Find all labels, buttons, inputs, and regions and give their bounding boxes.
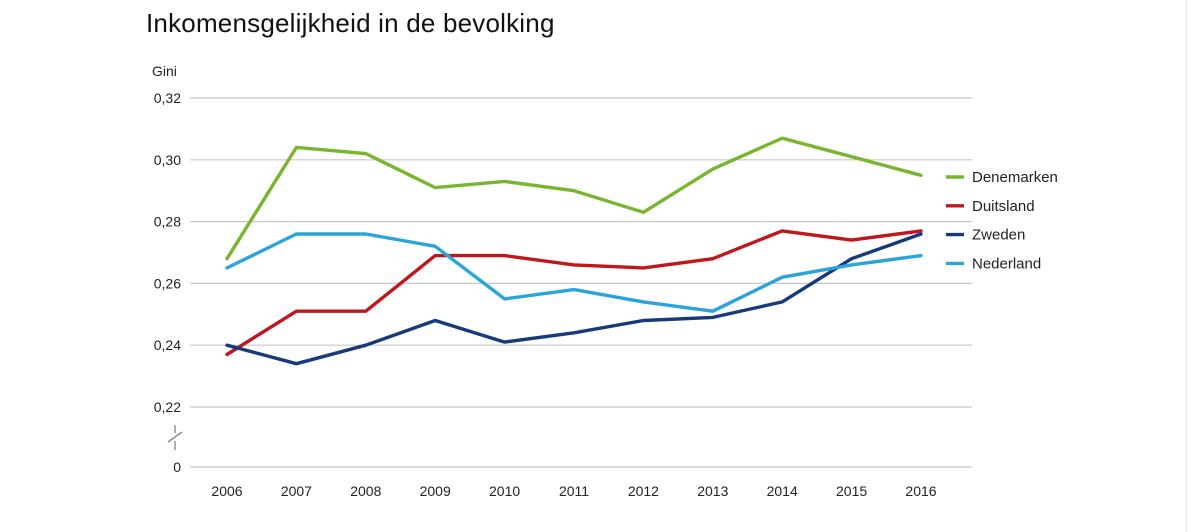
x-tick-label: 2008 [350, 483, 381, 499]
series-line-denemarken [225, 136, 923, 261]
y-tick-label: 0,24 [154, 337, 181, 353]
right-frame-border [1186, 0, 1187, 532]
axis-break-icon [167, 425, 183, 450]
x-tick-label: 2011 [559, 483, 589, 499]
y-tick-label-zero: 0 [173, 459, 181, 475]
series-line-nederland [225, 232, 923, 313]
series-lines [225, 136, 923, 366]
gridlines [190, 97, 972, 468]
x-tick-label: 2010 [489, 483, 520, 499]
x-tick-label: 2016 [905, 483, 936, 499]
x-tick-label: 2015 [836, 483, 867, 499]
legend-label: Zweden [972, 227, 1025, 244]
y-tick-label: 0,32 [154, 90, 181, 106]
y-tick-label: 0,26 [154, 275, 181, 291]
x-tick-label: 2014 [767, 483, 798, 499]
legend-label: Denemarken [972, 169, 1058, 186]
y-axis-label: Gini [152, 63, 177, 79]
legend: Denemarken Duitsland Zweden Nederland [946, 169, 1058, 272]
x-tick-label: 2012 [628, 483, 659, 499]
chart-title: Inkomensgelijkheid in de bevolking [146, 8, 555, 38]
x-tick-label: 2006 [211, 483, 242, 499]
x-axis: 2006 2007 2008 2009 2010 2011 2012 2013 2014 2015… [211, 483, 936, 499]
y-tick-label: 0,22 [154, 399, 181, 415]
series-line-duitsland [225, 229, 923, 357]
y-axis: Gini 0,32 0,30 0,28 0,26 0,24 0,22 0 [152, 63, 181, 475]
y-tick-label: 0,30 [154, 152, 181, 168]
legend-label: Nederland [972, 255, 1041, 272]
series-line-zweden [225, 232, 923, 366]
x-tick-label: 2009 [420, 483, 451, 499]
x-tick-label: 2013 [697, 483, 728, 499]
y-tick-label: 0,28 [154, 214, 181, 230]
legend-label: Duitsland [972, 198, 1035, 215]
x-tick-label: 2007 [281, 483, 312, 499]
